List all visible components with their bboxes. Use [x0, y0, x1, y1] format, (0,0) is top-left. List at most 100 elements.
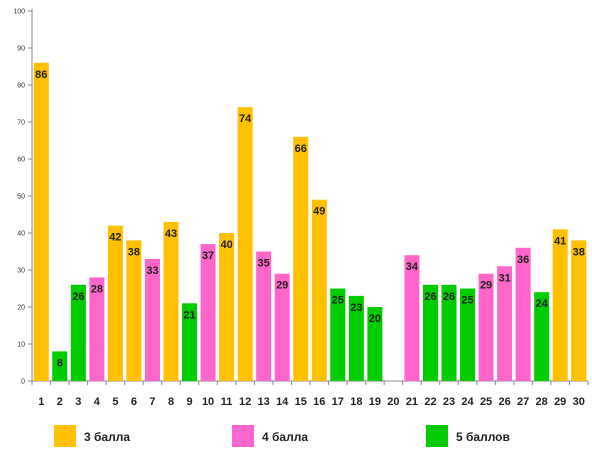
x-axis: 1 2 3 4 5 6 7 8 9 10 11 12 13 14 15 16 17 18 19 20 21 22 23 24 2…: [31, 380, 589, 408]
bar: [274, 273, 290, 381]
bar: [107, 225, 123, 381]
legend: 3 балла 4 балла 5 баллов: [54, 425, 510, 447]
x-tick-label: 5: [112, 396, 118, 408]
x-tick-label: 29: [554, 396, 566, 408]
x-tick-label: 2: [57, 396, 63, 408]
bar: [515, 247, 531, 381]
bar: [219, 233, 235, 381]
data-label: 26: [443, 291, 455, 303]
data-label: 23: [350, 302, 362, 314]
data-label: 25: [332, 295, 344, 307]
legend-swatch: [232, 425, 254, 447]
x-tick-label: 8: [168, 396, 174, 408]
bar: [330, 288, 346, 381]
legend-swatch: [54, 425, 76, 447]
data-label: 37: [202, 250, 214, 262]
data-label: 49: [313, 206, 325, 218]
legend-label: 3 балла: [84, 430, 130, 444]
legend-item: 3 балла: [54, 425, 130, 447]
bar: [367, 307, 383, 381]
data-label: 33: [146, 265, 158, 277]
legend-label: 5 баллов: [456, 430, 510, 444]
x-tick-label: 23: [443, 396, 455, 408]
y-tick-label: 100: [13, 9, 25, 16]
bar: [534, 292, 550, 381]
x-tick-label: 24: [461, 396, 474, 408]
data-label: 38: [573, 246, 585, 258]
x-tick-label: 21: [406, 396, 418, 408]
x-tick-label: 4: [94, 396, 101, 408]
x-tick-label: 26: [498, 396, 510, 408]
y-tick-label: 50: [17, 194, 25, 201]
bar: [478, 273, 494, 381]
x-tick-label: 20: [387, 396, 399, 408]
data-label: 35: [258, 258, 270, 270]
x-tick-label: 11: [221, 396, 233, 408]
bar: [89, 277, 105, 381]
data-label: 26: [72, 291, 84, 303]
data-label: 29: [480, 280, 492, 292]
bar: [163, 221, 179, 381]
data-label: 86: [35, 69, 47, 81]
bar: [422, 284, 438, 381]
bar: [404, 255, 420, 381]
y-tick-label: 10: [17, 342, 25, 349]
data-label: 31: [498, 272, 510, 284]
bar: [256, 251, 272, 381]
x-tick-label: 25: [480, 396, 492, 408]
y-tick-label: 90: [17, 46, 25, 53]
bar: [182, 303, 198, 381]
data-label: 43: [165, 228, 177, 240]
bar: [460, 288, 476, 381]
x-tick-label: 17: [332, 396, 344, 408]
bar: [293, 136, 309, 381]
x-tick-label: 27: [517, 396, 529, 408]
x-tick-label: 22: [424, 396, 436, 408]
legend-swatch: [426, 425, 448, 447]
x-tick-label: 28: [536, 396, 548, 408]
x-tick-label: 14: [276, 396, 289, 408]
data-label: 26: [424, 291, 436, 303]
x-tick-label: 7: [149, 396, 155, 408]
legend-item: 4 балла: [232, 425, 308, 447]
bar: [311, 199, 327, 381]
y-tick-label: 30: [17, 268, 25, 275]
data-label: 34: [406, 261, 419, 273]
x-tick-label: 30: [573, 396, 585, 408]
bar: [237, 107, 253, 381]
x-tick-label: 16: [313, 396, 325, 408]
data-label: 36: [517, 254, 529, 266]
y-tick-label: 20: [17, 305, 25, 312]
data-label: 74: [239, 113, 252, 125]
y-tick-label: 60: [17, 157, 25, 164]
bar: [33, 62, 49, 382]
y-tick-label: 40: [17, 231, 25, 238]
data-label: 20: [369, 313, 381, 325]
data-labels: 86 8 26 28 42 38 33 43 21 37 40 74 35 29 66 49 25 23 20 34 2…: [35, 69, 585, 370]
bar: [571, 240, 587, 381]
bar: [348, 295, 364, 381]
x-tick-label: 12: [239, 396, 251, 408]
x-tick-label: 10: [202, 396, 214, 408]
data-label: 21: [183, 309, 195, 321]
data-label: 38: [128, 246, 140, 258]
x-tick-label: 19: [369, 396, 381, 408]
y-tick-label: 0: [21, 379, 25, 386]
bars: [33, 62, 587, 382]
legend-item: 5 баллов: [426, 425, 510, 447]
data-label: 40: [220, 239, 232, 251]
data-label: 41: [554, 235, 566, 247]
x-tick-label: 15: [295, 396, 307, 408]
bar: [200, 244, 216, 381]
bar: [144, 258, 160, 381]
data-label: 25: [461, 295, 473, 307]
legend-label: 4 балла: [262, 430, 308, 444]
x-tick-label: 9: [186, 396, 192, 408]
data-label: 28: [91, 283, 103, 295]
bar: [441, 284, 457, 381]
bar: [70, 284, 86, 381]
y-tick-label: 70: [17, 120, 25, 127]
y-axis: 0 10 20 30 40 50 60 70 80 90 100: [13, 9, 33, 386]
